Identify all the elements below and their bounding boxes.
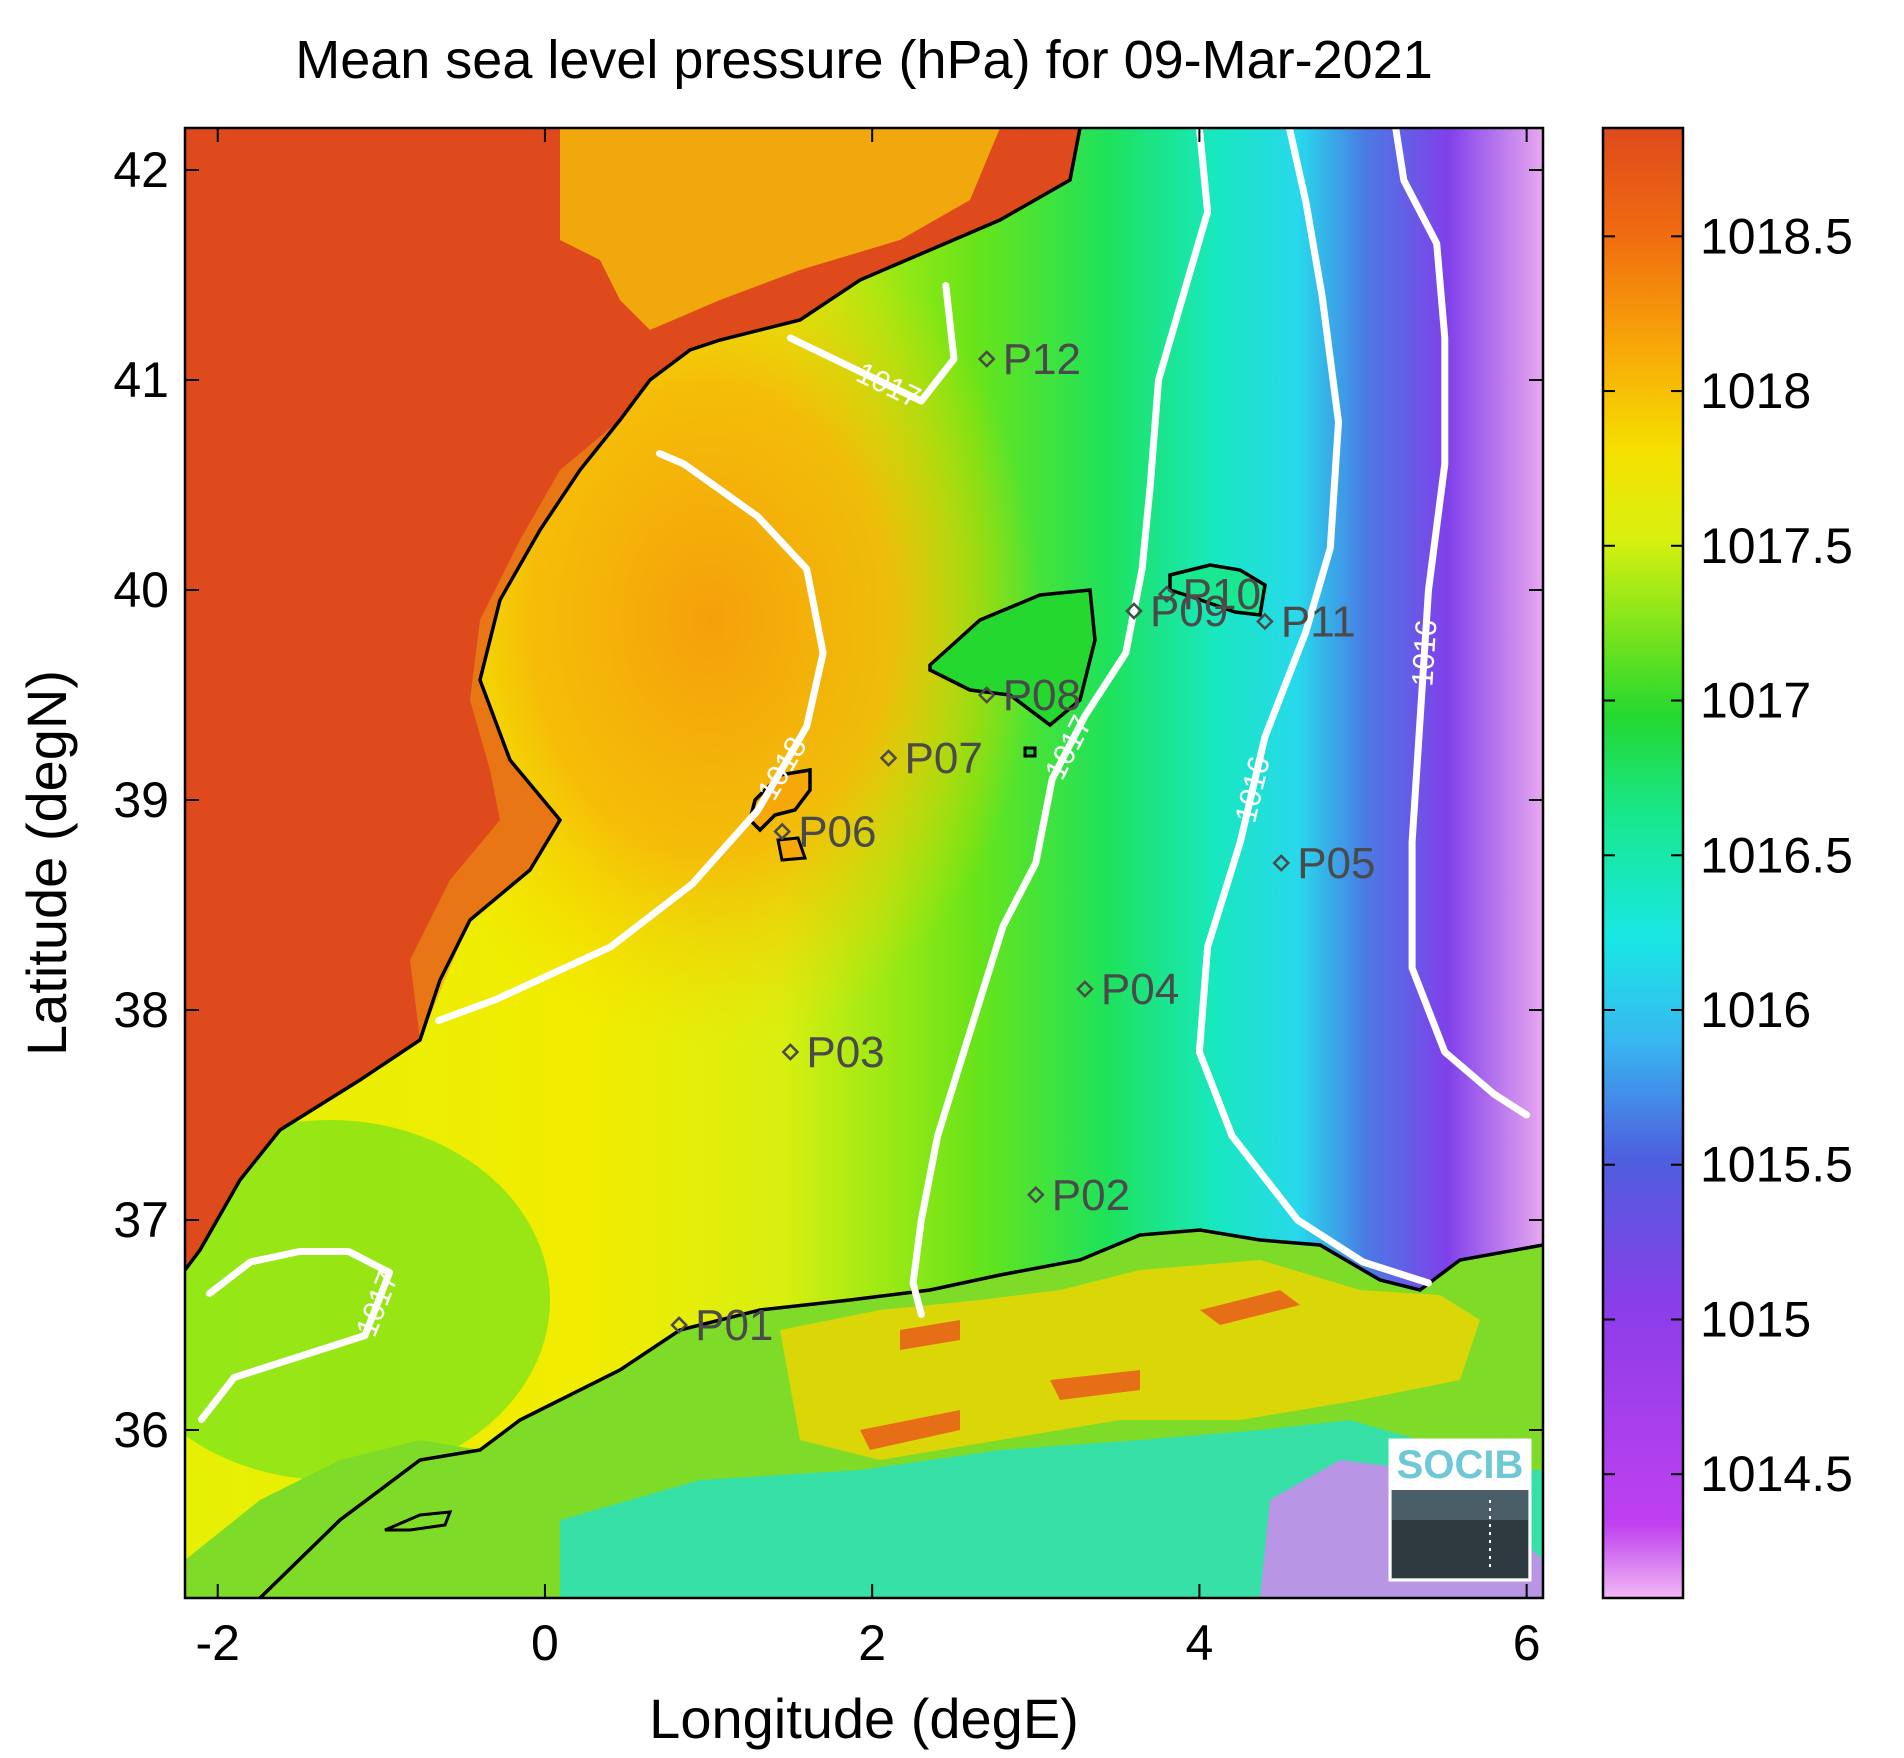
- station-label-P08: P08: [1003, 671, 1081, 720]
- station-label-P09: P09: [1150, 587, 1228, 636]
- x-tick-label: 2: [858, 1615, 886, 1671]
- station-label-P11: P11: [1281, 598, 1356, 647]
- formentera-island: [776, 836, 808, 862]
- contour-line-1015: [1392, 128, 1531, 1119]
- x-tick-label: 6: [1513, 1615, 1541, 1671]
- station-marker-P11: [1256, 612, 1274, 631]
- y-tick-label: 38: [113, 982, 169, 1038]
- station-label-P12: P12: [1003, 335, 1081, 384]
- x-tick-label: -2: [195, 1615, 239, 1671]
- colorbar: 1014.5 1015 1015.5 1016 1016.5 1017 1017.5 1018…: [1601, 126, 1853, 1600]
- colorbar-gradient: [1601, 126, 1685, 1600]
- station-marker-P04: [1076, 980, 1094, 998]
- station-marker-P12: [977, 350, 996, 368]
- colorbar-tick-label: 1014.5: [1700, 1446, 1853, 1502]
- station-marker-P06: [773, 822, 792, 841]
- contour-lines: [197, 128, 1531, 1423]
- station-marker-P01: [670, 1316, 688, 1334]
- y-tick-label: 37: [113, 1192, 169, 1248]
- alboran-island: [384, 1510, 453, 1532]
- colorbar-tick-label: 1017.5: [1700, 518, 1853, 574]
- plot-title: Mean sea level pressure (hPa) for 09-Mar…: [295, 30, 1433, 90]
- iberia-coastline: [185, 128, 1082, 1272]
- colorbar-tick-label: 1018: [1700, 363, 1811, 419]
- socib-logo-text: SOCIB: [1397, 1443, 1524, 1487]
- y-axis-label: Latitude (degN): [15, 670, 78, 1056]
- x-tick-label: 4: [1186, 1615, 1214, 1671]
- contour-label: 1016: [1406, 619, 1443, 688]
- colorbar-tick-label: 1016: [1700, 982, 1811, 1038]
- iberia-land: [185, 128, 1080, 1270]
- station-marker-P03: [781, 1043, 800, 1061]
- x-axis-label: Longitude (degE): [649, 1687, 1079, 1750]
- y-tick-label: 41: [113, 352, 169, 408]
- station-marker-P10: [1157, 585, 1176, 604]
- atlas-peaks: [860, 1290, 1300, 1450]
- station-label-P02: P02: [1052, 1171, 1130, 1220]
- x-tick-label: 0: [531, 1615, 559, 1671]
- y-axis: 36 37 38 39 40 41 42: [113, 142, 1543, 1458]
- station-label-P05: P05: [1297, 839, 1375, 888]
- iberia-coastal-gradient: [410, 420, 620, 1040]
- colorbar-tick-label: 1018.5: [1700, 208, 1853, 264]
- green-low-sw: [185, 1120, 550, 1480]
- pyrenees-highland: [560, 128, 1000, 330]
- contour-line-1017: [197, 1248, 393, 1423]
- station-marker-P02: [1026, 1185, 1045, 1204]
- contour-line-1016: [1195, 128, 1432, 1287]
- station-marker-P09: [1125, 602, 1143, 620]
- cabrera-island: [1023, 746, 1037, 758]
- colorbar-tick-label: 1015.5: [1700, 1137, 1853, 1193]
- station-label-P07: P07: [905, 734, 983, 783]
- colorbar-tick-label: 1017: [1700, 673, 1811, 729]
- station-marker-P08: [977, 686, 996, 704]
- x-axis: -2 0 2 4 6: [195, 128, 1541, 1671]
- ibiza-island: [748, 767, 812, 833]
- station-label-P06: P06: [798, 808, 876, 857]
- plot-frame: [183, 126, 1545, 1600]
- menorca-island: [1168, 563, 1267, 617]
- colorbar-ticks: 1014.5 1015 1015.5 1016 1016.5 1017 1017.5 1018…: [1603, 208, 1853, 1502]
- y-tick-label: 39: [113, 772, 169, 828]
- mallorca-island: [928, 588, 1097, 728]
- station-label-P10: P10: [1183, 570, 1261, 619]
- africa-coastline: [258, 1228, 1543, 1598]
- station-label-P03: P03: [806, 1028, 884, 1077]
- station-label-P04: P04: [1101, 965, 1179, 1014]
- contour-line-1017: [786, 282, 958, 405]
- colorbar-tick-label: 1016.5: [1700, 827, 1853, 883]
- station-marker-P05: [1272, 854, 1291, 872]
- y-tick-label: 40: [113, 562, 169, 618]
- contour-line-1018: [435, 450, 827, 1024]
- station-marker-P07: [879, 749, 898, 767]
- socib-logo: SOCIB: [1388, 1438, 1532, 1582]
- contour-line-1017: [909, 128, 1212, 1318]
- colorbar-tick-label: 1015: [1700, 1291, 1811, 1347]
- y-tick-label: 42: [113, 142, 169, 198]
- atlas-highland: [780, 1260, 1480, 1460]
- y-tick-label: 36: [113, 1402, 169, 1458]
- station-label-P01: P01: [695, 1301, 773, 1350]
